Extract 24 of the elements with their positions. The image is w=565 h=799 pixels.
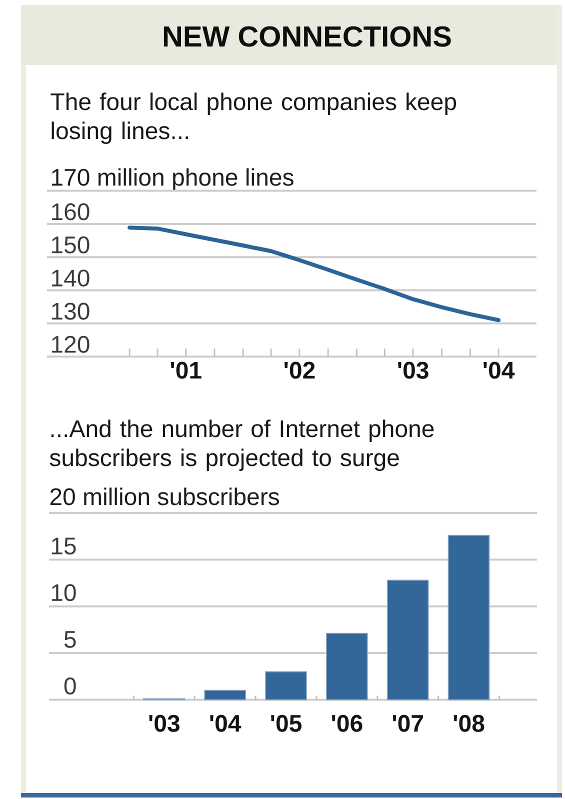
x-tick-label: '04	[484, 362, 515, 379]
x-tick-label: '03	[398, 362, 428, 379]
y-tick-label: 15	[52, 538, 76, 554]
x-tick-label: '02	[284, 362, 315, 379]
x-tick-label: '01	[170, 362, 202, 379]
y-axis-title: 170 million phone lines	[52, 168, 294, 191]
y-tick-label: 160	[52, 203, 90, 220]
chart-subtitle: The four local phone companies keep losing lines...	[50, 92, 456, 144]
y-tick-label: 5	[64, 631, 76, 648]
y-tick-label: 120	[52, 336, 90, 353]
chart-title: NEW CONNECTIONS	[164, 26, 451, 47]
x-tick-label: '07	[392, 714, 423, 732]
y-axis-title: 20 million subscribers	[50, 488, 280, 506]
y-tick-label: 150	[52, 236, 90, 254]
y-tick-label: 0	[64, 678, 76, 694]
chart-subtitle: ...And the number of Internet phone subscribers is projected to surge	[50, 420, 434, 471]
y-tick-label: 10	[52, 584, 76, 602]
y-tick-label: 130	[52, 302, 90, 320]
x-tick-label: '05	[271, 714, 302, 732]
x-tick-label: '08	[454, 714, 484, 732]
x-tick-label: '06	[332, 714, 362, 732]
x-tick-label: '04	[210, 714, 242, 732]
x-tick-label: '03	[149, 714, 180, 732]
y-tick-label: 140	[52, 270, 90, 287]
